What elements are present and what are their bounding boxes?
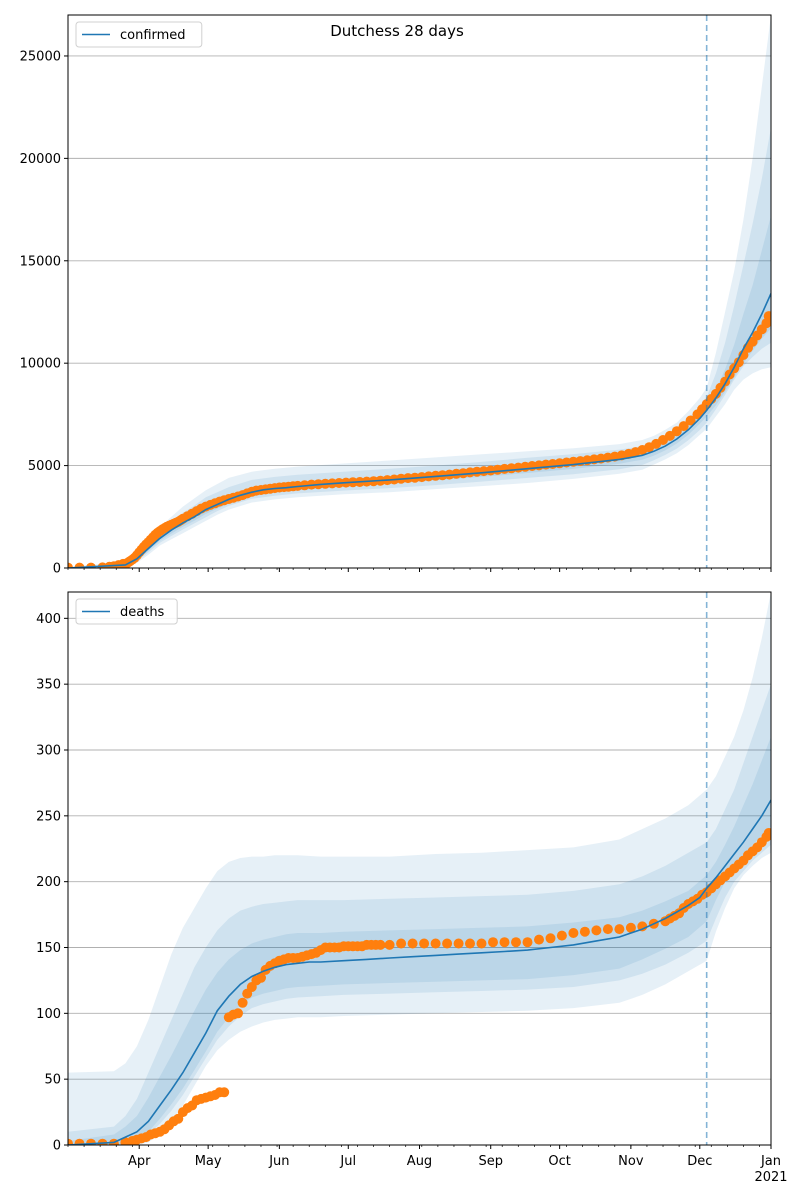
observed-point (375, 939, 386, 950)
observed-point (556, 930, 567, 941)
x-tick-label: Apr (128, 1154, 151, 1169)
y-tick-label: 0 (53, 1139, 61, 1154)
x-tick-label: Jul (339, 1154, 356, 1169)
model-line (68, 799, 771, 1145)
y-tick-label: 25000 (20, 49, 61, 64)
observed-point (488, 937, 498, 948)
uncertainty-band (68, 684, 771, 1145)
observed-point (219, 1087, 230, 1098)
y-tick-label: 400 (36, 612, 61, 627)
observed-point (614, 924, 625, 935)
observed-point (534, 934, 544, 945)
legend-label: confirmed (120, 28, 186, 43)
uncertainty-band (68, 736, 771, 1145)
observed-point (430, 938, 441, 949)
observed-point (396, 938, 407, 949)
legend-label: deaths (120, 605, 165, 620)
observed-point (68, 562, 73, 568)
y-tick-label: 100 (36, 1007, 61, 1022)
y-tick-label: 250 (36, 809, 61, 824)
x-tick-label: Jun (268, 1154, 289, 1169)
y-tick-label: 10000 (20, 357, 61, 372)
plot-area (68, 592, 771, 1145)
x-tick-label: May (195, 1154, 222, 1169)
observed-point (671, 426, 682, 437)
legend-box (75, 598, 178, 625)
observed-point (591, 925, 602, 936)
x-tick-label: Oct (548, 1154, 570, 1169)
observed-point (453, 938, 464, 949)
observed-point (678, 421, 689, 432)
observed-point (499, 937, 510, 948)
y-tick-label: 0 (53, 562, 61, 577)
observed-point (637, 921, 648, 932)
confirmed-chart-panel: 0 5000 10000 15000 20000 25000 confirmed (20, 14, 772, 577)
observed-point (68, 1138, 73, 1145)
uncertainty-band (68, 127, 771, 568)
observed-point (419, 938, 430, 949)
y-tick-label: 50 (44, 1073, 61, 1088)
observed-point (545, 933, 556, 944)
y-tick-label: 150 (36, 941, 61, 956)
y-tick-label: 5000 (28, 459, 61, 474)
x-tick-label: Sep (478, 1154, 503, 1169)
y-tick-label: 20000 (20, 152, 61, 167)
x-tick-label: Dec (687, 1154, 712, 1169)
y-tick-label: 300 (36, 744, 61, 759)
observed-point (256, 972, 266, 983)
observed-point (442, 938, 453, 949)
x-tick-label: 2021 (754, 1170, 787, 1185)
x-tick-label: Nov (618, 1154, 644, 1169)
observed-point (625, 922, 636, 933)
x-tick-label: Jan (760, 1154, 781, 1169)
model-line (68, 293, 771, 568)
legend-box (75, 21, 203, 48)
y-tick-label: 200 (36, 875, 61, 890)
observed-point (763, 311, 771, 322)
observed-point (237, 997, 248, 1008)
observed-point (407, 938, 418, 949)
observed-point (579, 926, 590, 937)
figure-title: Dutchess 28 days (330, 22, 464, 40)
observed-point (602, 924, 613, 935)
observed-point (476, 938, 487, 949)
y-tick-label: 15000 (20, 254, 61, 269)
plot-area (68, 15, 771, 568)
observed-point (511, 937, 521, 948)
x-tick-label: Aug (407, 1154, 432, 1169)
observed-point (465, 938, 475, 949)
y-tick-label: 350 (36, 678, 61, 693)
observed-point (522, 937, 533, 948)
deaths-chart-panel: 0 50 100 150 200 250 300 350 400 Apr May Jun Jul Aug S… (36, 591, 788, 1185)
observed-point (763, 828, 771, 838)
observed-point (568, 928, 579, 938)
observed-point (233, 1008, 243, 1019)
observed-point (384, 939, 395, 950)
observed-point (685, 415, 696, 426)
